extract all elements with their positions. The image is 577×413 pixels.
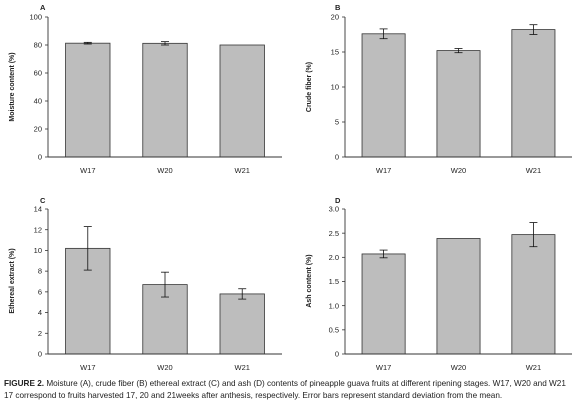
- bar-w20: [142, 42, 188, 158]
- x-tick-label: W21: [235, 166, 250, 175]
- y-tick-label: 40: [34, 97, 42, 106]
- y-tick-label: 80: [34, 41, 42, 50]
- y-tick-label: 0.5: [329, 325, 339, 334]
- y-tick-label: 8: [38, 267, 42, 276]
- y-tick-label: 0: [38, 350, 42, 359]
- bar-w17: [361, 253, 406, 355]
- chart-panel-d: D Ash content (%) 0 0.5 1.0 1.5 2.0 2.5 3.0 W17 W2…: [306, 196, 572, 372]
- x-tick-label: W21: [526, 363, 541, 372]
- panel-letter: A: [40, 3, 46, 12]
- y-tick-label: 100: [29, 13, 42, 22]
- y-tick-label: 2: [38, 329, 42, 338]
- y-tick-label: 10: [34, 246, 42, 255]
- x-tick-label: W20: [451, 363, 466, 372]
- chart-panel-c: C Ethereal extract (%) 0 2 4 6 8 10 12 14 W17 W20 W2…: [9, 196, 282, 372]
- y-tick-label: 1.0: [329, 301, 339, 310]
- y-tick-label: 0: [38, 153, 42, 162]
- x-tick-label: W20: [157, 166, 172, 175]
- y-tick-label: 60: [34, 69, 42, 78]
- caption-label: FIGURE 2.: [4, 379, 45, 388]
- bar-w21: [511, 234, 556, 355]
- bar-w20: [436, 238, 481, 355]
- y-tick-label: 3.0: [329, 205, 339, 214]
- y-tick-label: 12: [34, 225, 42, 234]
- panel-letter: B: [335, 3, 341, 12]
- bar-w21: [219, 44, 265, 158]
- y-tick-label: 2.5: [329, 229, 339, 238]
- panel-letter: D: [335, 196, 341, 205]
- bar-w21: [511, 29, 556, 158]
- bar-w21: [219, 293, 265, 355]
- figure-caption: FIGURE 2. Moisture (A), crude fiber (B) …: [4, 378, 573, 402]
- panel-letter: C: [40, 196, 46, 205]
- bar-w17: [65, 42, 111, 158]
- y-tick-label: 10: [331, 83, 339, 92]
- x-tick-label: W17: [376, 166, 391, 175]
- y-axis-label: Ethereal extract (%): [9, 248, 16, 313]
- y-tick-label: 6: [38, 287, 42, 296]
- bar-w17: [361, 33, 406, 158]
- y-axis-label: Moisture content (%): [9, 52, 16, 121]
- chart-panel-b: B Crude fiber (%) 0 5 10 15 20 W17 W20 W21: [306, 3, 572, 175]
- y-tick-label: 5: [335, 118, 339, 127]
- x-tick-label: W20: [157, 363, 172, 372]
- y-tick-label: 0: [335, 350, 339, 359]
- y-tick-label: 4: [38, 308, 42, 317]
- y-axis-label: Crude fiber (%): [306, 62, 313, 112]
- chart-panel-a: A Moisture content (%) 0 20 40 60 80 100 W17 W20 W…: [9, 3, 282, 175]
- y-axis-label: Ash content (%): [306, 254, 313, 307]
- x-tick-label: W20: [451, 166, 466, 175]
- x-tick-label: W17: [80, 166, 95, 175]
- x-tick-label: W17: [80, 363, 95, 372]
- y-tick-label: 0: [335, 153, 339, 162]
- x-tick-label: W21: [235, 363, 250, 372]
- x-tick-label: W17: [376, 363, 391, 372]
- y-tick-label: 15: [331, 48, 339, 57]
- x-tick-label: W21: [526, 166, 541, 175]
- bar-w20: [436, 50, 481, 158]
- y-tick-label: 20: [34, 125, 42, 134]
- y-tick-label: 14: [34, 205, 42, 214]
- caption-text: Moisture (A), crude fiber (B) ethereal e…: [4, 379, 566, 400]
- y-tick-label: 2.0: [329, 253, 339, 262]
- y-tick-label: 1.5: [329, 277, 339, 286]
- y-tick-label: 20: [331, 13, 339, 22]
